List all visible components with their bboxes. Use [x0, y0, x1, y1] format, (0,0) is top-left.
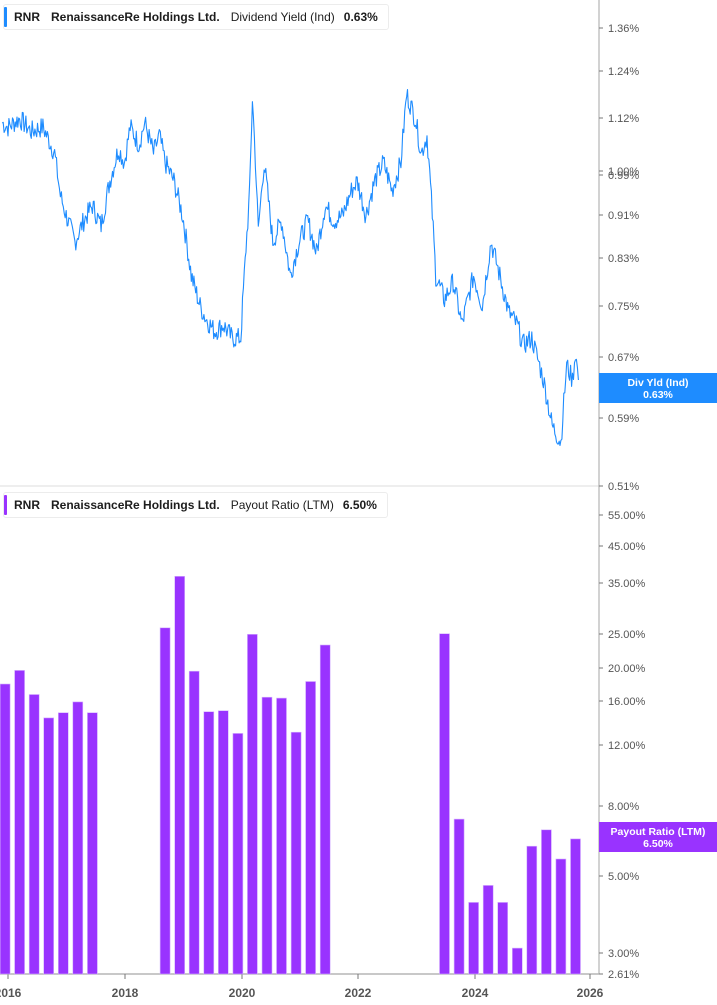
legend-color-swatch	[4, 7, 7, 27]
payout-bar	[482, 885, 494, 975]
payout-bar	[453, 818, 465, 975]
payout-bar	[439, 633, 450, 975]
payout-bar	[468, 902, 479, 975]
payout-bar	[555, 858, 567, 975]
payout-bar	[511, 947, 523, 975]
payout-bar	[188, 670, 200, 975]
x-tick-label: 2016	[0, 986, 22, 1000]
y-tick-label: 25.00%	[608, 629, 646, 641]
payout-bar	[57, 712, 69, 975]
payout-bar	[159, 627, 171, 975]
top-y-axis-ticks: 1.36% 1.24% 1.12% 1.00%0.99% 0.91% 0.83% 0.75%…	[599, 23, 639, 493]
y-tick-label: 8.00%	[608, 801, 639, 813]
y-tick-label: 0.75%	[608, 301, 639, 313]
payout-bar	[72, 701, 84, 975]
payout-bar	[497, 902, 509, 975]
payout-bar	[174, 575, 185, 975]
y-tick-label: 0.83%	[608, 253, 639, 265]
legend-metric: Payout Ratio (LTM)	[230, 498, 334, 512]
payout-bar	[28, 694, 40, 975]
y-tick-label: 0.59%	[608, 413, 639, 425]
payout-bar	[203, 711, 215, 975]
x-tick-label: 2018	[112, 986, 139, 1000]
flag-value: 0.63%	[643, 389, 673, 401]
y-tick-label: 1.24%	[608, 66, 639, 78]
x-tick-label: 2022	[345, 986, 372, 1000]
legend-ticker: RNR	[14, 498, 40, 512]
payout-bar	[276, 697, 287, 975]
flag-label: Div Yld (Ind)	[627, 377, 689, 389]
payout-bar	[261, 696, 273, 975]
x-tick-label: 2020	[229, 986, 256, 1000]
payout-bar	[247, 633, 258, 975]
legend-ticker: RNR	[14, 10, 40, 24]
legend-value: 0.63%	[343, 10, 378, 24]
payout-bar	[319, 644, 331, 975]
y-tick-label: 3.00%	[608, 948, 639, 960]
payout-bar	[570, 838, 581, 975]
legend-company: RenaissanceRe Holdings Ltd.	[51, 10, 220, 24]
bottom-y-axis-ticks: 55.00% 45.00% 35.00% 25.00% 20.00% 16.00% 12.0…	[599, 510, 646, 981]
y-tick-label: 12.00%	[608, 740, 646, 752]
y-tick-label: 16.00%	[608, 696, 646, 708]
payout-bar	[218, 710, 229, 975]
y-tick-label: 45.00%	[608, 541, 646, 553]
current-payout-flag: Payout Ratio (LTM) 6.50%	[599, 822, 717, 852]
flag-label: Payout Ratio (LTM)	[610, 826, 706, 838]
y-tick-label: 0.91%	[608, 210, 639, 222]
payout-bar	[290, 731, 302, 975]
payout-bar	[43, 717, 55, 975]
legend-metric: Dividend Yield (Ind)	[230, 10, 335, 24]
payout-bar	[87, 712, 98, 975]
legend-color-swatch	[4, 495, 7, 515]
y-tick-label: 35.00%	[608, 578, 646, 590]
payout-ratio-bars	[0, 575, 581, 975]
current-yield-flag: Div Yld (Ind) 0.63%	[599, 373, 717, 403]
payout-bar	[232, 733, 244, 975]
y-tick-label: 2.61%	[608, 969, 639, 981]
payout-bar	[0, 683, 11, 975]
y-tick-label: 1.00%	[608, 166, 639, 178]
y-tick-label: 0.67%	[608, 352, 639, 364]
payout-bar	[305, 681, 316, 975]
x-tick-label: 2026	[577, 986, 604, 1000]
payout-bar	[14, 670, 25, 975]
dividend-yield-line	[1, 89, 579, 447]
y-tick-label: 0.51%	[608, 481, 639, 493]
payout-bar	[541, 829, 552, 975]
x-tick-label: 2024	[462, 986, 489, 1000]
legend-value: 6.50%	[342, 498, 377, 512]
x-axis-ticks: 2016 2018 2020 2022 2024 2026	[0, 974, 604, 1000]
y-tick-label: 1.36%	[608, 23, 639, 35]
bottom-legend: RNR RenaissanceRe Holdings Ltd. Payout R…	[3, 492, 388, 518]
payout-bar	[526, 845, 538, 975]
y-tick-label: 5.00%	[608, 871, 639, 883]
y-tick-label: 20.00%	[608, 663, 646, 675]
flag-value: 6.50%	[643, 838, 673, 850]
y-tick-label: 1.12%	[608, 113, 639, 125]
top-legend: RNR RenaissanceRe Holdings Ltd. Dividend…	[3, 4, 389, 30]
legend-company: RenaissanceRe Holdings Ltd.	[51, 498, 220, 512]
y-tick-label: 0.99%	[608, 170, 639, 182]
y-tick-label: 55.00%	[608, 510, 646, 522]
